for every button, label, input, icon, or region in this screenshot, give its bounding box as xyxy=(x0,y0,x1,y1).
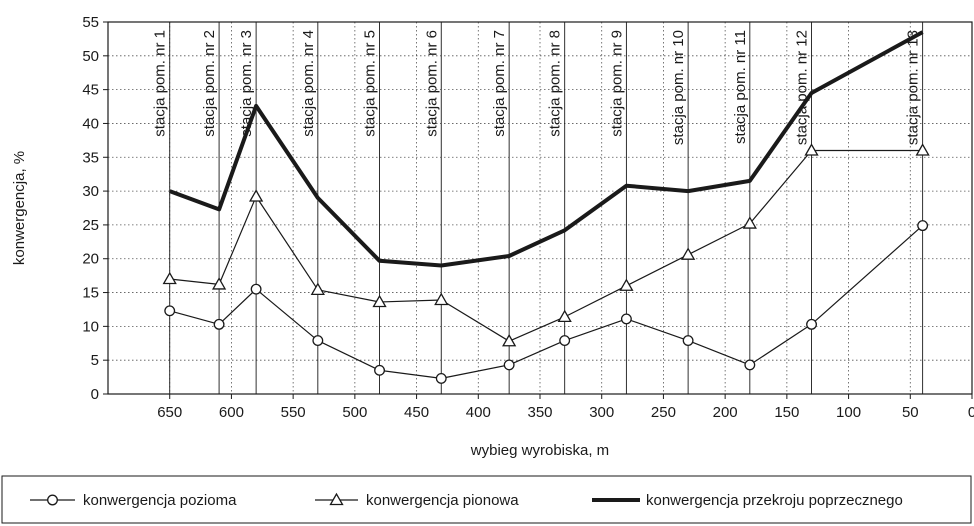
data-point xyxy=(248,189,264,202)
station-label: stacja pom. nr 12 xyxy=(794,30,811,145)
y-tick-label: 0 xyxy=(91,386,99,403)
x-tick-label: 550 xyxy=(281,404,306,421)
station-label: stacja pom. nr 10 xyxy=(670,30,687,145)
y-tick-label: 30 xyxy=(82,183,99,200)
y-tick-label: 40 xyxy=(82,115,99,132)
station-label: stacja pom. nr 7 xyxy=(491,30,508,137)
legend-item: konwergencja pozioma xyxy=(30,492,237,509)
x-tick-label: 450 xyxy=(404,404,429,421)
data-point xyxy=(162,271,177,285)
y-axis-label: konwergencja, % xyxy=(11,151,28,265)
y-tick-label: 55 xyxy=(82,14,99,31)
station-label: stacja pom. nr 2 xyxy=(201,30,218,137)
series-3 xyxy=(169,30,924,268)
y-tick-label: 5 xyxy=(91,352,99,369)
legend-item: konwergencja pionowa xyxy=(315,492,519,509)
data-point xyxy=(502,333,517,347)
data-point xyxy=(435,372,447,384)
data-point xyxy=(680,247,696,260)
data-point xyxy=(213,318,225,330)
data-point xyxy=(806,318,817,330)
x-tick-label: 50 xyxy=(902,404,919,421)
station-label: stacja pom. nr 4 xyxy=(300,30,317,137)
data-point xyxy=(434,292,449,306)
data-point xyxy=(503,359,515,371)
data-point xyxy=(620,313,632,325)
x-tick-label: 600 xyxy=(219,404,244,421)
data-point xyxy=(372,294,387,308)
data-point xyxy=(164,305,176,317)
station-label: stacja pom. nr 9 xyxy=(608,30,625,137)
station-label: stacja pom. nr 8 xyxy=(547,30,564,137)
y-tick-label: 50 xyxy=(82,48,99,65)
series-2 xyxy=(162,143,930,347)
x-axis-label: wybieg wyrobiska, m xyxy=(470,442,609,459)
legend-label: konwergencja pionowa xyxy=(366,492,519,509)
x-tick-label: 400 xyxy=(466,404,491,421)
y-tick-label: 20 xyxy=(82,251,99,268)
data-point xyxy=(682,335,694,347)
data-point xyxy=(742,216,757,229)
y-tick-label: 25 xyxy=(82,217,99,234)
series-line xyxy=(169,149,923,342)
legend-label: konwergencja pozioma xyxy=(83,492,237,509)
x-tick-label: 200 xyxy=(713,404,738,421)
legend: konwergencja pozioma konwergencja pionowa… xyxy=(1,475,972,524)
y-tick-label: 45 xyxy=(82,82,99,99)
station-label: stacja pom. nr 6 xyxy=(423,30,440,137)
data-point xyxy=(559,335,571,347)
station-label: stacja pom. nr 1 xyxy=(152,30,169,137)
data-point xyxy=(557,309,572,323)
data-point xyxy=(744,359,756,371)
x-tick-label: 100 xyxy=(836,404,861,421)
legend-marker xyxy=(329,492,344,506)
series-group xyxy=(162,30,930,384)
y-tick-label: 10 xyxy=(82,318,99,335)
x-tick-label: 0 xyxy=(968,404,974,421)
data-point xyxy=(619,278,634,291)
series-line xyxy=(169,30,924,268)
station-label: stacja pom. nr 3 xyxy=(238,30,255,137)
station-label: stacja pom. nr 5 xyxy=(362,30,379,137)
data-point xyxy=(312,335,324,347)
legend-marker xyxy=(47,494,58,506)
data-point xyxy=(211,277,227,290)
x-tick-label: 250 xyxy=(651,404,676,421)
station-label: stacja pom. nr 13 xyxy=(905,30,922,145)
x-tick-label: 650 xyxy=(157,404,182,421)
y-tick-label: 15 xyxy=(82,285,99,302)
data-point xyxy=(250,283,262,295)
x-tick-label: 350 xyxy=(527,404,552,421)
x-tick-label: 300 xyxy=(589,404,614,421)
legend-box xyxy=(1,475,972,524)
data-point xyxy=(915,143,930,156)
data-point xyxy=(917,220,929,232)
data-point xyxy=(804,143,819,156)
series-1 xyxy=(164,220,929,384)
station-lines: stacja pom. nr 1 stacja pom. nr 2 stacja p… xyxy=(152,22,924,394)
data-point xyxy=(310,282,325,295)
x-tick-label: 150 xyxy=(774,404,799,421)
series-line xyxy=(169,225,923,379)
x-tick-label: 500 xyxy=(342,404,367,421)
legend-label: konwergencja przekroju poprzecznego xyxy=(646,492,903,509)
station-label: stacja pom. nr 11 xyxy=(732,30,749,144)
y-tick-label: 35 xyxy=(82,149,99,166)
legend-item: konwergencja przekroju poprzecznego xyxy=(592,492,903,509)
data-point xyxy=(374,364,385,376)
